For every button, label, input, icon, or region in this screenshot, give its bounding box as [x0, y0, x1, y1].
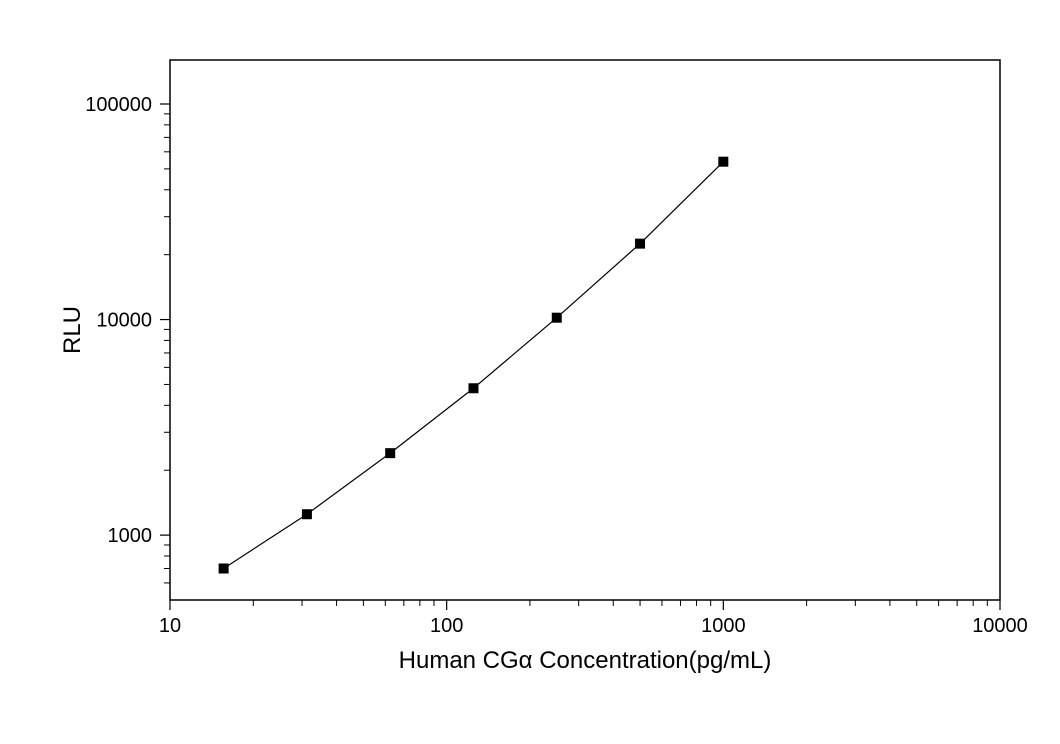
data-marker: [718, 157, 728, 167]
chart-container: 10 100 1000 10000 1000 10000 100000 Human CGα C…: [0, 0, 1060, 744]
chart-svg: 10 100 1000 10000 1000 10000 100000 Human CGα C…: [0, 0, 1060, 744]
data-marker: [635, 239, 645, 249]
y-tick-label: 100000: [85, 94, 152, 116]
y-tick-label: 1000: [108, 525, 153, 547]
x-tick-label: 1000: [701, 615, 746, 637]
y-tick-label: 10000: [96, 310, 152, 332]
data-marker: [468, 383, 478, 393]
x-tick-label: 10: [159, 615, 181, 637]
data-line: [224, 162, 724, 569]
x-tick-label: 100: [430, 615, 463, 637]
x-axis-label: Human CGα Concentration(pg/mL): [399, 647, 772, 674]
data-marker: [219, 564, 229, 574]
x-tick-label: 10000: [972, 615, 1028, 637]
data-marker: [302, 509, 312, 519]
y-axis-label: RLU: [59, 306, 86, 354]
data-marker: [385, 448, 395, 458]
data-marker: [552, 313, 562, 323]
